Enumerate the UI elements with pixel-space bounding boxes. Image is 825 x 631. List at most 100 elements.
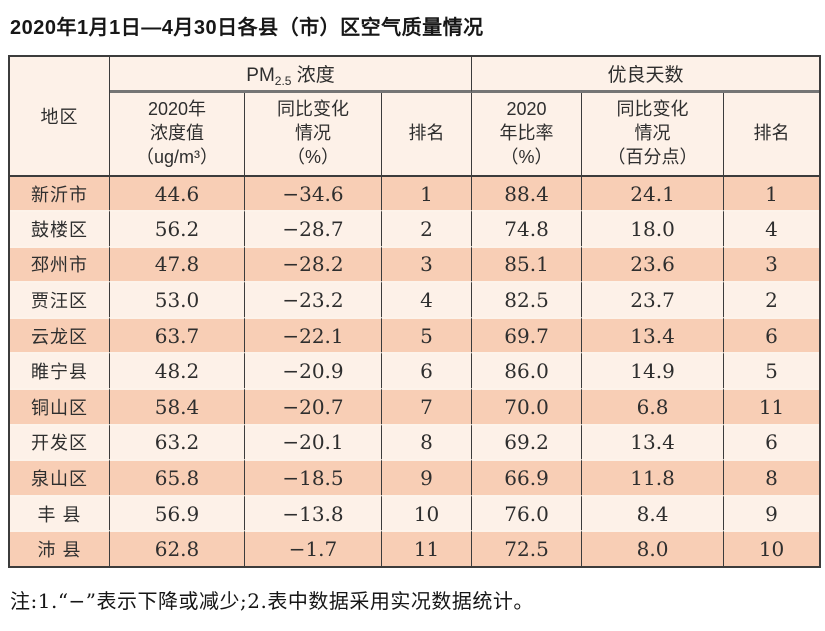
- header-pm-change: 同比变化 情况 （%）: [245, 93, 382, 177]
- cell-good-rank: 1: [724, 177, 820, 211]
- cell-region: 新沂市: [10, 177, 110, 211]
- air-quality-table: 地区 PM2.5 浓度 优良天数 2020年 浓度值 （ug/m³） 同比变化 …: [8, 55, 822, 568]
- cell-pm-value: 56.9: [110, 494, 245, 531]
- header-good-rate: 2020 年比率 （%）: [472, 93, 583, 177]
- pm25-subscript: 2.5: [274, 73, 292, 88]
- cell-region: 铜山区: [10, 388, 110, 424]
- cell-region: 丰 县: [10, 494, 110, 531]
- page-title: 2020年1月1日—4月30日各县（市）区空气质量情况: [10, 17, 484, 39]
- cell-good-rank: 9: [724, 494, 820, 531]
- cell-good-change: 8.0: [582, 530, 725, 566]
- cell-pm-change: −34.6: [245, 177, 382, 211]
- cell-pm-value: 48.2: [110, 352, 245, 389]
- header-pm-value: 2020年 浓度值 （ug/m³）: [110, 93, 245, 177]
- table-body: 新沂市 44.6 −34.6 1 88.4 24.1 1 鼓楼区 56.2 −2…: [10, 177, 820, 566]
- cell-pm-change: −20.1: [245, 423, 382, 460]
- cell-pm-value: 56.2: [110, 210, 245, 246]
- cell-good-rate: 69.2: [472, 423, 583, 460]
- cell-good-change: 18.0: [582, 210, 725, 246]
- cell-region: 开发区: [10, 423, 110, 460]
- header-group-pm25: PM2.5 浓度: [110, 57, 473, 93]
- cell-pm-rank: 6: [382, 352, 473, 389]
- cell-good-change: 23.6: [582, 245, 725, 282]
- cell-region: 邳州市: [10, 245, 110, 282]
- cell-pm-rank: 8: [382, 423, 473, 460]
- cell-pm-value: 44.6: [110, 177, 245, 211]
- pm25-label-suffix: 浓度: [291, 64, 335, 86]
- cell-good-rank: 3: [724, 245, 820, 282]
- cell-good-change: 23.7: [582, 281, 725, 317]
- cell-good-change: 6.8: [582, 388, 725, 424]
- cell-pm-change: −22.1: [245, 316, 382, 353]
- cell-good-rate: 74.8: [472, 210, 583, 246]
- table-row: 鼓楼区 56.2 −28.7 2 74.8 18.0 4: [10, 210, 820, 246]
- cell-pm-value: 62.8: [110, 530, 245, 566]
- header-pm-rank: 排名: [382, 93, 473, 177]
- cell-good-rate: 70.0: [472, 388, 583, 424]
- cell-good-change: 13.4: [582, 423, 725, 460]
- cell-pm-rank: 11: [382, 530, 473, 566]
- cell-region: 睢宁县: [10, 352, 110, 389]
- cell-good-change: 8.4: [582, 494, 725, 531]
- cell-good-change: 24.1: [582, 177, 725, 211]
- header-good-change: 同比变化 情况 （百分点）: [582, 93, 725, 177]
- table-row: 开发区 63.2 −20.1 8 69.2 13.4 6: [10, 423, 820, 460]
- cell-good-rank: 5: [724, 352, 820, 389]
- header-region: 地区: [10, 57, 110, 177]
- cell-pm-rank: 2: [382, 210, 473, 246]
- cell-pm-value: 47.8: [110, 245, 245, 282]
- cell-pm-change: −28.2: [245, 245, 382, 282]
- table-row: 泉山区 65.8 −18.5 9 66.9 11.8 8: [10, 459, 820, 495]
- cell-region: 鼓楼区: [10, 210, 110, 246]
- cell-good-rank: 6: [724, 423, 820, 460]
- cell-pm-value: 63.7: [110, 316, 245, 353]
- cell-good-rank: 8: [724, 459, 820, 495]
- header-group-good-days: 优良天数: [472, 57, 820, 93]
- cell-pm-rank: 10: [382, 494, 473, 531]
- cell-pm-change: −13.8: [245, 494, 382, 531]
- header-group-row: 地区 PM2.5 浓度 优良天数: [10, 57, 820, 177]
- cell-good-rank: 11: [724, 388, 820, 424]
- cell-good-change: 13.4: [582, 316, 725, 353]
- table-row: 邳州市 47.8 −28.2 3 85.1 23.6 3: [10, 245, 820, 282]
- cell-pm-change: −23.2: [245, 281, 382, 317]
- cell-region: 云龙区: [10, 316, 110, 353]
- cell-region: 贾汪区: [10, 281, 110, 317]
- cell-region: 泉山区: [10, 459, 110, 495]
- cell-pm-rank: 5: [382, 316, 473, 353]
- cell-good-rank: 10: [724, 530, 820, 566]
- cell-pm-change: −28.7: [245, 210, 382, 246]
- table-row: 丰 县 56.9 −13.8 10 76.0 8.4 9: [10, 494, 820, 531]
- cell-pm-change: −18.5: [245, 459, 382, 495]
- cell-good-rank: 4: [724, 210, 820, 246]
- cell-pm-rank: 1: [382, 177, 473, 211]
- header-good-rank: 排名: [724, 93, 820, 177]
- cell-good-rate: 69.7: [472, 316, 583, 353]
- table-row: 沛 县 62.8 −1.7 11 72.5 8.0 10: [10, 530, 820, 566]
- footnote: 注:1.“−”表示下降或减少;2.表中数据采用实况数据统计。: [10, 589, 534, 613]
- cell-pm-value: 63.2: [110, 423, 245, 460]
- table-header: 地区 PM2.5 浓度 优良天数 2020年 浓度值 （ug/m³） 同比变化 …: [10, 57, 820, 177]
- cell-pm-value: 65.8: [110, 459, 245, 495]
- cell-good-rank: 6: [724, 316, 820, 353]
- table-row: 铜山区 58.4 −20.7 7 70.0 6.8 11: [10, 388, 820, 424]
- cell-good-change: 14.9: [582, 352, 725, 389]
- cell-good-rate: 72.5: [472, 530, 583, 566]
- cell-pm-rank: 9: [382, 459, 473, 495]
- cell-pm-rank: 7: [382, 388, 473, 424]
- header-sub-row: 2020年 浓度值 （ug/m³） 同比变化 情况 （%） 排名 2020 年比…: [10, 93, 820, 177]
- cell-good-rate: 88.4: [472, 177, 583, 211]
- cell-good-rank: 2: [724, 281, 820, 317]
- cell-region: 沛 县: [10, 530, 110, 566]
- cell-pm-change: −1.7: [245, 530, 382, 566]
- pm25-label: PM: [246, 64, 275, 86]
- cell-pm-rank: 3: [382, 245, 473, 282]
- cell-good-rate: 82.5: [472, 281, 583, 317]
- table-row: 睢宁县 48.2 −20.9 6 86.0 14.9 5: [10, 352, 820, 389]
- cell-good-rate: 86.0: [472, 352, 583, 389]
- cell-pm-change: −20.9: [245, 352, 382, 389]
- table-row: 新沂市 44.6 −34.6 1 88.4 24.1 1: [10, 177, 820, 211]
- cell-pm-rank: 4: [382, 281, 473, 317]
- cell-good-rate: 66.9: [472, 459, 583, 495]
- cell-good-rate: 76.0: [472, 494, 583, 531]
